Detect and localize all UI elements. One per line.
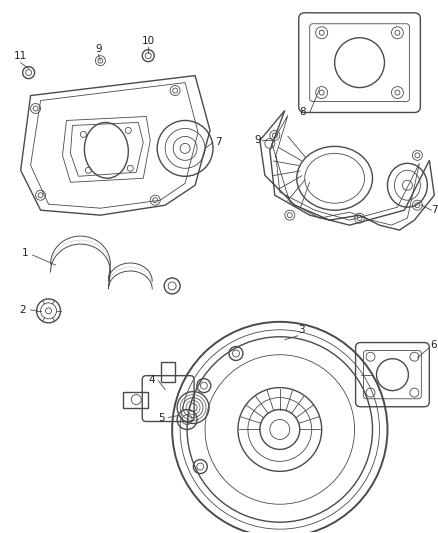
Text: 5: 5 [159,413,165,423]
Text: 2: 2 [19,305,26,315]
Bar [124,392,148,408]
Text: 4: 4 [148,375,155,385]
Text: 8: 8 [300,108,306,117]
Text: 11: 11 [14,51,27,61]
Text: 6: 6 [431,340,437,350]
Text: 3: 3 [298,325,305,335]
Bar [161,362,175,382]
Text: 10: 10 [141,36,155,46]
Text: 9: 9 [95,44,102,54]
Text: 7: 7 [431,205,437,215]
Text: 1: 1 [22,248,29,258]
Text: 9: 9 [254,135,261,146]
Text: 7: 7 [215,138,222,148]
